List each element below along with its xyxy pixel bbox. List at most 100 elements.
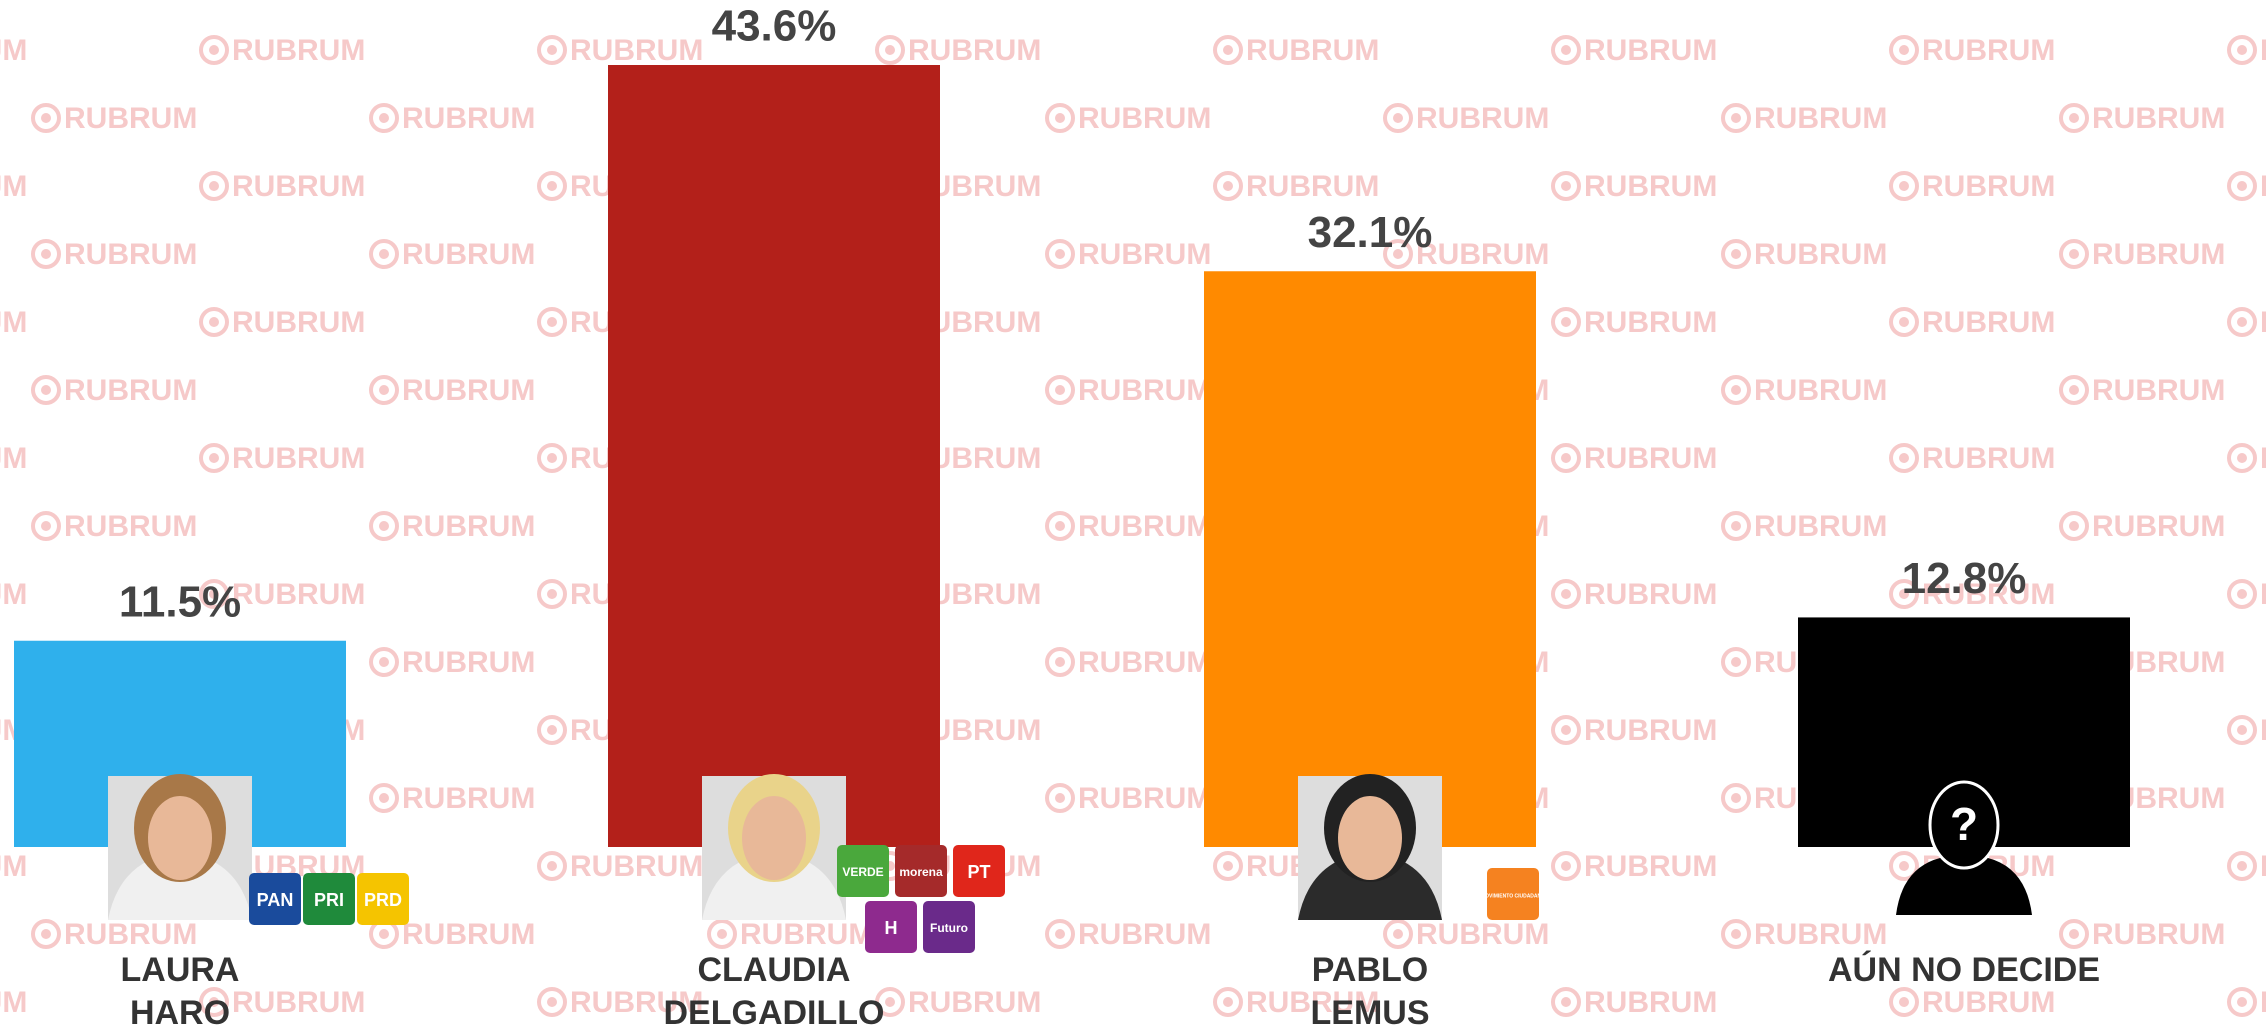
watermark: RUBRUM [1754,238,1887,271]
party-label: Futuro [930,921,968,935]
watermark: RUBRUM [0,306,27,339]
watermark-icon [1899,181,1909,191]
watermark: RUBRUM [402,510,535,543]
watermark-icon [1731,113,1741,123]
watermark: RUBRUM [2260,442,2266,475]
watermark-icon [1561,317,1571,327]
watermark: RUBRUM [402,646,535,679]
watermark: RUBRUM [1922,986,2055,1019]
watermark-icon [41,521,51,531]
watermark: RUBRUM [232,170,365,203]
value-label: 32.1% [1308,208,1433,257]
watermark: RUBRUM [1078,646,1211,679]
watermark: RUBRUM [908,986,1041,1019]
watermark-icon [2237,45,2247,55]
watermark-icon [1223,181,1233,191]
candidate-photo [1298,774,1442,920]
watermark-icon [209,317,219,327]
value-label: 11.5% [119,577,241,626]
watermark-icon [1055,793,1065,803]
watermark: RUBRUM [0,850,27,883]
watermark-icon [1393,113,1403,123]
value-label: 43.6% [712,2,837,51]
watermark: RUBRUM [2260,986,2266,1019]
watermark-icon [1393,929,1403,939]
watermark: RUBRUM [1416,918,1549,951]
watermark: RUBRUM [1078,918,1211,951]
watermark: RUBRUM [740,918,873,951]
watermark: RUBRUM [1584,442,1717,475]
photo-face [742,796,806,880]
candidate-photo [702,774,846,920]
watermark-icon [41,385,51,395]
watermark: RUBRUM [2092,102,2225,135]
watermark-icon [1899,45,1909,55]
watermark-icon [1055,385,1065,395]
watermark-icon [2237,317,2247,327]
watermark: RUBRUM [0,578,27,611]
watermark: RUBRUM [1246,34,1379,67]
party-label: PAN [257,890,294,910]
watermark: RUBRUM [1922,170,2055,203]
watermark-icon [2069,113,2079,123]
watermark: RUBRUM [2092,374,2225,407]
watermark-icon [1561,453,1571,463]
watermark: RUBRUM [1922,306,2055,339]
watermark: RUBRUM [64,510,197,543]
watermark: RUBRUM [232,986,365,1019]
bar [1204,271,1536,847]
watermark-icon [2069,249,2079,259]
watermark: RUBRUM [1922,34,2055,67]
watermark-icon [1561,861,1571,871]
watermark: RUBRUM [64,918,197,951]
watermark: RUBRUM [0,986,27,1019]
party-label: MOVIMIENTO CIUDADANO [1481,893,1545,899]
watermark-icon [1561,725,1571,735]
party-label: morena [899,865,943,879]
watermark-icon [41,249,51,259]
watermark-icon [2237,589,2247,599]
party-label: PT [967,862,990,882]
watermark-icon [547,181,557,191]
watermark: RUBRUM [1584,578,1717,611]
watermark: RUBRUM [2260,170,2266,203]
watermark: RUBRUM [2092,918,2225,951]
watermark-icon [2237,453,2247,463]
watermark-icon [1055,657,1065,667]
watermark: RUBRUM [402,918,535,951]
watermark: RUBRUM [402,374,535,407]
watermark: RUBRUM [232,34,365,67]
watermark-icon [379,929,389,939]
watermark: RUBRUM [1584,850,1717,883]
watermark: RUBRUM [1584,34,1717,67]
watermark-icon [1899,317,1909,327]
watermark: RUBRUM [1922,442,2055,475]
watermark: RUBRUM [2260,714,2266,747]
watermark-icon [885,45,895,55]
value-label: 12.8% [1902,554,2027,603]
watermark-icon [547,589,557,599]
watermark-icon [1561,45,1571,55]
watermark-icon [209,45,219,55]
watermark: RUBRUM [232,306,365,339]
watermark-icon [379,385,389,395]
watermark-icon [1561,589,1571,599]
watermark: RUBRUM [1078,510,1211,543]
watermark: RUBRUM [0,170,27,203]
watermark: RUBRUM [1416,102,1549,135]
watermark-icon [1731,929,1741,939]
watermark: RUBRUM [1416,238,1549,271]
watermark: RUBRUM [0,34,27,67]
watermark: RUBRUM [1246,170,1379,203]
watermark-icon [2069,929,2079,939]
watermark: RUBRUM [1584,986,1717,1019]
bar [608,65,940,847]
watermark: RUBRUM [64,374,197,407]
watermark-icon [1223,861,1233,871]
watermark-icon [547,453,557,463]
watermark: RUBRUM [2092,510,2225,543]
watermark-icon [1561,181,1571,191]
chart: RUBRUM RUBRUM RUBRUM RUBRUM RUBRUM RUBRUM RUBR… [0,0,2266,1029]
watermark-icon [1055,113,1065,123]
watermark-icon [1731,793,1741,803]
